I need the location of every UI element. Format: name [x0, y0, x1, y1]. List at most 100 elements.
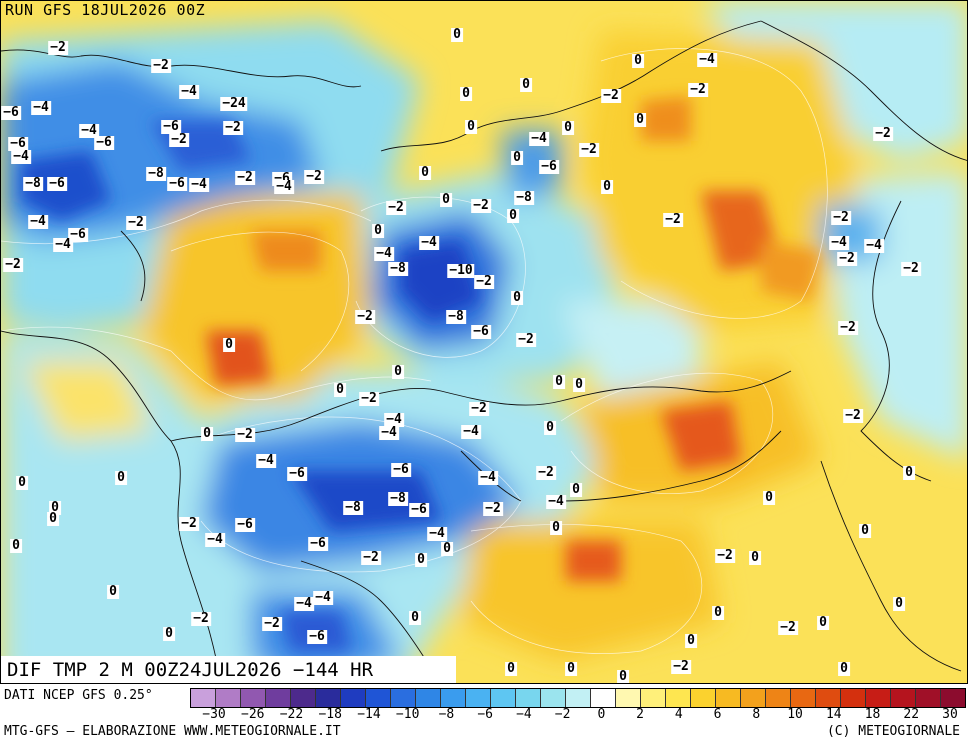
contour-label: 0 — [632, 53, 644, 68]
contour-label: −24 — [220, 96, 248, 111]
color-legend-tick: 18 — [864, 707, 881, 722]
color-legend-tick: −18 — [318, 707, 342, 722]
contour-label: −4 — [189, 177, 209, 192]
contour-label: 0 — [570, 482, 582, 497]
map-field — [1, 1, 967, 683]
contour-label: −2 — [901, 261, 921, 276]
contour-label: −6 — [167, 176, 187, 191]
contour-label: −6 — [308, 536, 328, 551]
contour-label: −6 — [1, 105, 21, 120]
contour-label: −4 — [529, 131, 549, 146]
contour-label: −4 — [205, 532, 225, 547]
contour-label: 0 — [415, 552, 427, 567]
copyright-text: (C) METEOGIORNALE — [826, 724, 960, 739]
color-legend-swatch — [691, 689, 716, 707]
contour-label: −2 — [191, 611, 211, 626]
contour-label: −4 — [256, 453, 276, 468]
contour-label: −2 — [235, 427, 255, 442]
contour-label: −2 — [48, 40, 68, 55]
contour-label: −2 — [831, 210, 851, 225]
contour-label: 0 — [465, 119, 477, 134]
color-legend-swatch — [441, 689, 466, 707]
contour-label: −6 — [8, 136, 28, 151]
map-title: DIF TMP 2 M 00Z24JUL2026 −144 HR — [1, 656, 456, 683]
contour-label: −4 — [461, 424, 481, 439]
color-legend-tick: 4 — [674, 707, 683, 722]
contour-label: −4 — [28, 214, 48, 229]
color-legend-swatch — [816, 689, 841, 707]
contour-label: 0 — [49, 500, 61, 515]
contour-label: −6 — [287, 466, 307, 481]
color-legend-swatch — [791, 689, 816, 707]
contour-label: 0 — [47, 511, 59, 526]
contour-label: −2 — [516, 332, 536, 347]
contour-label: 0 — [685, 633, 697, 648]
color-legend-swatch — [591, 689, 616, 707]
contour-label: −4 — [11, 149, 31, 164]
color-legend-swatch — [866, 689, 891, 707]
contour-label: −4 — [478, 470, 498, 485]
color-legend-swatch — [491, 689, 516, 707]
contour-label: −2 — [471, 198, 491, 213]
color-legend-tick: −8 — [438, 707, 455, 722]
contour-label: −2 — [579, 142, 599, 157]
color-legend-bar — [190, 688, 966, 708]
contour-label: −4 — [31, 100, 51, 115]
color-legend-tick: 10 — [787, 707, 803, 722]
color-legend-swatch — [216, 689, 241, 707]
color-legend-tick: 30 — [942, 707, 958, 722]
data-source: DATI NCEP GFS 0.25° — [4, 688, 153, 703]
color-legend-tick: 2 — [636, 707, 645, 722]
contour-label: 0 — [163, 626, 175, 641]
contour-label: −6 — [68, 227, 88, 242]
contour-label: 0 — [565, 661, 577, 676]
color-legend-tick: −6 — [477, 707, 493, 722]
contour-label: 0 — [763, 490, 775, 505]
contour-label: −2 — [838, 320, 858, 335]
contour-label: −4 — [697, 52, 717, 67]
color-legend-tick: −22 — [279, 707, 304, 722]
contour-label: −8 — [388, 491, 408, 506]
contour-label: 0 — [505, 661, 517, 676]
contour-label: −4 — [294, 596, 314, 611]
contour-label: −6 — [161, 119, 181, 134]
contour-label: −4 — [864, 238, 884, 253]
contour-label: 0 — [838, 661, 850, 676]
color-legend-swatch — [366, 689, 391, 707]
color-legend-tick: −2 — [554, 707, 571, 722]
contour-label: 0 — [573, 377, 585, 392]
contour-label: 0 — [544, 420, 556, 435]
contour-label: −4 — [313, 590, 333, 605]
contour-label: −2 — [355, 309, 375, 324]
contour-label: −2 — [873, 126, 893, 141]
contour-label: −2 — [359, 391, 379, 406]
color-legend-swatch — [766, 689, 791, 707]
contour-label: 0 — [441, 541, 453, 556]
contour-label: 0 — [223, 337, 235, 352]
contour-label: −6 — [235, 517, 255, 532]
contour-label: 0 — [511, 290, 523, 305]
contour-label: −2 — [179, 516, 199, 531]
contour-label: −2 — [483, 501, 503, 516]
contour-label: 0 — [893, 596, 905, 611]
contour-label: −10 — [447, 263, 475, 278]
contour-label: 0 — [712, 605, 724, 620]
contour-label: −8 — [146, 166, 166, 181]
contour-label: 0 — [16, 475, 28, 490]
contour-label: 0 — [107, 584, 119, 599]
color-legend-tick: 14 — [825, 707, 842, 722]
contour-label: −6 — [47, 176, 67, 191]
contour-label: −4 — [427, 526, 447, 541]
contour-label: 0 — [460, 86, 472, 101]
credit-text: MTG-GFS – ELABORAZIONE WWW.METEOGIORNALE… — [4, 724, 341, 739]
color-legend-tick: −14 — [357, 707, 381, 722]
contour-label: 0 — [419, 165, 431, 180]
color-legend-tick: 0 — [597, 707, 606, 722]
contour-label: −2 — [837, 251, 857, 266]
color-legend-tick: 22 — [903, 707, 920, 722]
contour-label: 0 — [372, 223, 384, 238]
contour-label: −4 — [829, 235, 849, 250]
run-title: RUN GFS 18JUL2026 00Z — [5, 1, 206, 19]
contour-label: −4 — [419, 235, 439, 250]
color-legend-swatch — [566, 689, 591, 707]
